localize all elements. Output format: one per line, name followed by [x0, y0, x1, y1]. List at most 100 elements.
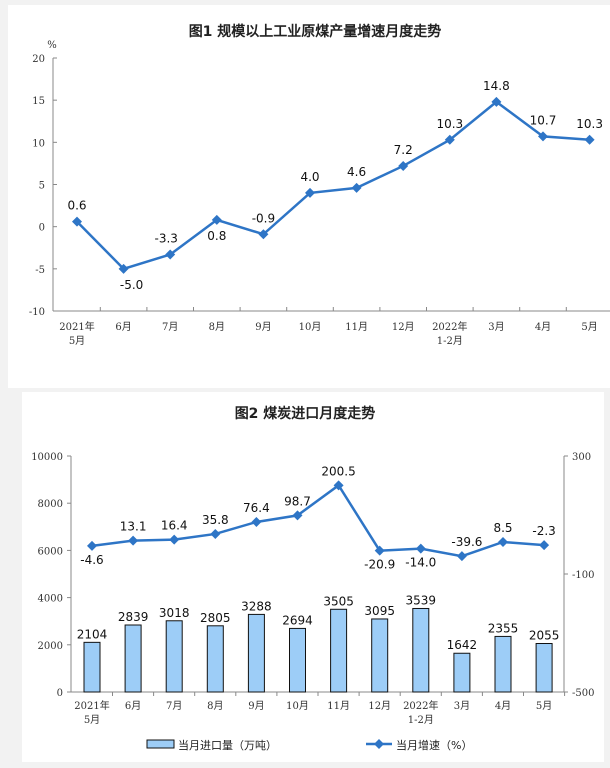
chart-2-bar: [289, 627, 306, 693]
chart-2-x-tick-label: 1-2月: [408, 714, 434, 726]
chart-2-bar-label: 2805: [200, 611, 231, 625]
chart-2-data-point: [498, 536, 508, 547]
chart-1-data-label: -3.3: [154, 231, 177, 245]
chart-2-x-tick-label: 2022年: [403, 699, 438, 712]
chart-1-data-label: 10.3: [576, 117, 603, 131]
chart-1-x-tick-label: 3月: [488, 321, 504, 333]
chart-1-data-point: [72, 216, 82, 227]
chart-2-bar-label: 3288: [241, 599, 272, 613]
chart-1-data-point: [538, 131, 548, 142]
chart-2-x-tick-label: 11月: [327, 700, 350, 712]
chart-1-data-label: 10.3: [436, 117, 463, 131]
chart-1-x-tick-label: 10月: [299, 321, 322, 333]
legend-line-marker: [374, 739, 384, 749]
chart-1-y-unit: %: [47, 40, 57, 51]
chart-2-data-point: [374, 545, 385, 556]
legend-line-label: 当月增速（%）: [396, 738, 472, 752]
chart-1-series-line: [76, 100, 590, 271]
chart-2-x-tick-label: 8月: [207, 700, 223, 712]
chart-2-line-label: -14.0: [405, 556, 436, 570]
chart-2-left-tick-label: 0: [57, 688, 63, 699]
chart-2-line-label: 35.8: [202, 513, 229, 527]
chart-2-x-tick-label: 5月: [536, 700, 552, 712]
chart-1-x-tick-label: 2021年: [59, 320, 94, 333]
chart-1-x-tick-label: 4月: [535, 321, 551, 333]
chart-1-data-point: [211, 214, 222, 225]
chart-1-x-tick-label: 5月: [581, 321, 597, 333]
chart-2-line-label: -2.3: [532, 524, 555, 538]
chart-2-bar-label: 2839: [118, 610, 149, 624]
chart-2-bar: [330, 608, 348, 693]
chart-2-left-tick-label: 2000: [38, 641, 63, 652]
chart-2-bar-label: 3505: [323, 594, 354, 608]
chart-2-bar: [124, 624, 142, 693]
chart-2-line-label: 16.4: [161, 519, 188, 533]
legend-bar-label: 当月进口量（万吨）: [178, 738, 277, 752]
chart-2-x-tick-label: 2021年: [74, 699, 109, 712]
chart-2-line-label: -39.6: [451, 535, 482, 549]
chart-2-data-point: [251, 516, 262, 527]
chart-2-line-label: 8.5: [493, 521, 512, 535]
chart-1-data-point: [165, 249, 176, 260]
chart-1-data-label: 0.8: [207, 229, 226, 243]
chart-2-left-tick-label: 4000: [38, 594, 63, 605]
chart-2-data-point: [169, 534, 180, 545]
chart-2-line-label: 200.5: [321, 464, 355, 478]
chart-2-bar-label: 3539: [406, 593, 437, 607]
chart-2-bar: [494, 635, 512, 693]
chart-1-data-point: [118, 263, 129, 274]
chart-2-bar-label: 2104: [77, 627, 108, 641]
chart-2-data-point: [456, 551, 467, 562]
chart-1-y-tick-label: 5: [39, 181, 45, 192]
chart-1-data-point: [444, 134, 455, 145]
chart-1-x-tick-label: 2022年: [432, 320, 467, 333]
chart-1-x-tick-label: 1-2月: [437, 335, 463, 347]
chart-2-growth-line: [91, 483, 545, 558]
chart-2-right-tick-label: -500: [572, 688, 594, 699]
chart-2-line-label: -20.9: [364, 558, 395, 572]
chart-2-data-point: [333, 480, 344, 491]
chart-2-bar-label: 3095: [364, 604, 395, 618]
chart-1-y-tick-label: 20: [32, 54, 45, 65]
chart-1-data-point: [305, 187, 315, 198]
chart-2-bar: [535, 643, 553, 693]
chart-1-y-tick-label: 15: [32, 96, 45, 107]
chart-2-x-tick-label: 6月: [125, 700, 141, 712]
chart-2-bar: [371, 618, 389, 693]
chart-1-data-point: [398, 160, 409, 171]
chart-2-right-tick-label: -100: [572, 570, 594, 581]
chart-2-data-point: [415, 543, 426, 554]
chart-2-x-tick-label: 10月: [286, 700, 309, 712]
chart-2-x-tick-label: 12月: [368, 700, 391, 712]
chart-2-bar: [165, 620, 183, 693]
chart-2-left-tick-label: 6000: [38, 546, 63, 557]
chart-2-bar-label: 2355: [488, 621, 519, 635]
chart-1-data-point: [351, 182, 362, 193]
chart-2-line-label: 13.1: [120, 520, 147, 534]
chart-1-y-tick-label: -5: [35, 265, 45, 276]
chart-2-x-tick-label: 5月: [84, 714, 100, 726]
chart-2-x-tick-label: 9月: [248, 700, 264, 712]
chart-2-bar: [83, 641, 101, 693]
chart-2-x-tick-label: 7月: [166, 700, 182, 712]
chart-2-data-point: [539, 540, 550, 551]
chart-1-data-point: [584, 134, 595, 145]
chart-2-data-point: [292, 510, 303, 521]
chart-2-right-tick-label: 300: [572, 452, 591, 463]
chart-2-bar: [247, 613, 265, 693]
chart-2-x-tick-label: 4月: [495, 700, 511, 712]
chart-1-data-label: 7.2: [394, 143, 413, 157]
chart-1-x-tick-label: 9月: [255, 321, 271, 333]
chart-1-data-label: 4.6: [347, 165, 366, 179]
chart-1-title: 图1 规模以上工业原煤产量增速月度走势: [189, 23, 442, 40]
chart-1-data-label: 14.8: [483, 79, 510, 93]
chart-2-line-label: -4.6: [80, 553, 103, 567]
chart-1-y-tick-label: -10: [29, 307, 45, 318]
chart-1-y-tick-label: 10: [32, 138, 45, 149]
chart-1-x-tick-label: 11月: [345, 321, 368, 333]
chart-2-bar-label: 2694: [282, 613, 313, 627]
chart-1-x-tick-label: 8月: [209, 321, 225, 333]
chart-1-data-label: 10.7: [530, 113, 557, 127]
chart-2-bar-label: 2055: [529, 629, 560, 643]
